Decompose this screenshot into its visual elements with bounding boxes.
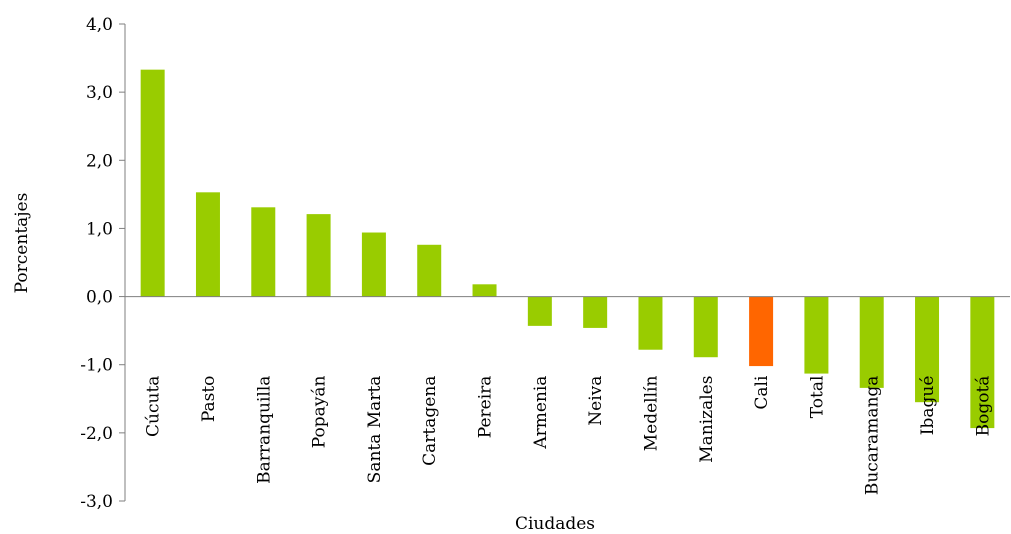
y-tick-label: 3,0 — [86, 83, 113, 103]
category-label: Bucaramanga — [863, 376, 883, 496]
bar-neiva — [583, 296, 608, 328]
x-axis-title: Ciudades — [515, 514, 595, 534]
y-ticks-group: -3,0 -2,0 -1,0 0,0 1,0 2,0 3,0 4,0 — [80, 15, 125, 512]
category-label: Pereira — [476, 376, 496, 439]
bar-total — [804, 296, 829, 374]
bar-popayán — [306, 214, 331, 297]
y-tick-label: 0,0 — [86, 288, 113, 308]
y-tick-label: 4,0 — [86, 15, 113, 35]
category-label: Cúcuta — [144, 376, 164, 437]
bar-pereira — [472, 284, 497, 297]
bar-pasto — [195, 192, 220, 297]
category-label: Bogotá — [973, 376, 993, 437]
category-label: Manizales — [697, 376, 717, 463]
bar-medellín — [638, 296, 663, 350]
category-label: Total — [807, 376, 827, 419]
category-label: Santa Marta — [365, 376, 385, 484]
y-tick-label: -2,0 — [80, 424, 113, 444]
bar-cúcuta — [140, 69, 165, 297]
bar-armenia — [527, 296, 552, 326]
category-label: Ibagué — [918, 376, 938, 436]
axes-group: -3,0 -2,0 -1,0 0,0 1,0 2,0 3,0 4,0 — [80, 15, 1010, 512]
category-label: Medellín — [641, 376, 661, 452]
bar-barranquilla — [251, 207, 276, 297]
bar-bogotá — [970, 296, 995, 429]
y-tick-label: 1,0 — [86, 219, 113, 239]
bar-manizales — [693, 296, 718, 358]
y-axis-title: Porcentajes — [12, 193, 32, 294]
category-label: Neiva — [586, 376, 606, 426]
category-label: Popayán — [310, 376, 330, 449]
category-label: Cali — [752, 375, 772, 410]
bar-cali — [749, 296, 774, 367]
category-label: Pasto — [199, 376, 219, 423]
y-tick-label: -3,0 — [80, 492, 113, 512]
category-labels-group: Cúcuta Pasto Barranquilla Popayán Santa Mart… — [144, 375, 994, 495]
bar-bucaramanga — [859, 296, 884, 388]
category-label: Cartagena — [420, 376, 440, 466]
y-tick-label: -1,0 — [80, 356, 113, 376]
y-tick-label: 2,0 — [86, 151, 113, 171]
category-label: Armenia — [531, 376, 551, 450]
bar-cartagena — [417, 244, 442, 297]
category-label: Barranquilla — [254, 376, 274, 484]
bar-ibagué — [915, 296, 940, 403]
bar-santa-marta — [361, 232, 386, 297]
bars-group — [140, 69, 995, 429]
